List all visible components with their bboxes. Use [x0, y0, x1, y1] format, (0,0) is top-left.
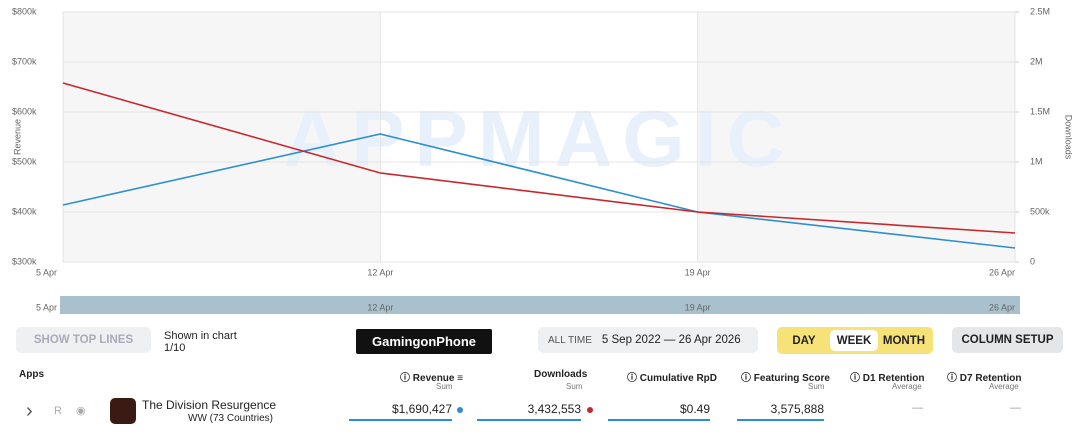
x-tick-label: 19 Apr — [685, 267, 711, 277]
y-tick-label: $400k — [12, 206, 37, 216]
y2-tick-label: 2.5M — [1030, 6, 1050, 16]
y2-tick-label: 1M — [1030, 156, 1043, 166]
navigator-label: 5 Apr — [36, 302, 57, 312]
col-header[interactable]: Downloads — [534, 369, 587, 380]
eye[interactable]: ◉ — [76, 405, 86, 417]
col-sub: Average — [989, 382, 1019, 391]
expand[interactable]: › — [26, 400, 33, 422]
granularity-button[interactable]: WEEK — [830, 330, 878, 351]
granularity-button[interactable]: MONTH — [882, 334, 926, 347]
col-sub: Average — [892, 382, 922, 391]
rpd: $0.49 — [608, 402, 710, 421]
granularity-button[interactable]: DAY — [792, 334, 816, 347]
band — [63, 12, 380, 262]
col-header[interactable]: ⓘ D7 Retention — [947, 373, 1022, 384]
show-top-lines[interactable]: SHOW TOP LINES — [16, 327, 151, 353]
navigator[interactable] — [60, 296, 1020, 314]
header: Downloads — [534, 369, 588, 380]
x-tick-label: 12 Apr — [367, 267, 393, 277]
logo: GamingonPhone — [356, 329, 492, 354]
revenue: $1,690,427 — [349, 402, 452, 421]
app-icon — [110, 398, 136, 424]
navigator-label: 19 Apr — [685, 302, 711, 312]
y2-axis-title: Downloads — [1064, 115, 1074, 160]
badge: R — [54, 405, 62, 417]
shown-in-chart: Shown in chart — [164, 330, 237, 342]
col-header[interactable]: ⓘ Revenue ≡ — [400, 373, 464, 384]
y2-tick-label: 2M — [1030, 56, 1043, 66]
line — [62, 133, 1016, 249]
period: ALL TIME — [548, 334, 592, 346]
navigator-label: 26 Apr — [989, 302, 1015, 312]
col-sub: Sum — [808, 382, 825, 391]
date-range: 5 Sep 2022 — 26 Apr 2026 — [601, 334, 741, 346]
y2-tick-label: 0 — [1030, 256, 1035, 266]
y-tick-label: $500k — [12, 156, 37, 166]
dot — [587, 407, 593, 413]
y-axis-title: Revenue — [12, 119, 22, 155]
x-tick-label: 26 Apr — [989, 267, 1015, 277]
y-tick-label: $300k — [12, 256, 37, 266]
y2-tick-label: 500k — [1030, 206, 1050, 216]
header: Cumulative RpD — [639, 373, 718, 384]
x-tick-label: 5 Apr — [36, 267, 57, 277]
col-header[interactable]: ⓘ Featuring Score — [741, 373, 830, 384]
date-picker[interactable]: ALL TIME 5 Sep 2022 — 26 Apr 2026 — [538, 327, 758, 353]
app-name[interactable]: The Division Resurgence — [142, 398, 277, 412]
d1: — — [912, 402, 923, 414]
chart: APPMAGIC Revenue Downloads $300k $400k $50… — [12, 6, 1074, 314]
navigator-label: 12 Apr — [367, 302, 393, 312]
y-tick-label: $700k — [12, 56, 37, 66]
header: D1 Retention — [862, 373, 925, 384]
header: D7 Retention — [959, 373, 1022, 384]
column-setup[interactable]: COLUMN SETUP — [952, 327, 1063, 353]
label: COLUMN SETUP — [961, 334, 1054, 346]
shown-count: 1/10 — [164, 342, 186, 354]
line — [62, 82, 1016, 234]
d7: — — [1010, 402, 1021, 414]
logo-text: GamingonPhone — [372, 334, 476, 349]
y2-tick-label: 1.5M — [1030, 106, 1050, 116]
granularity: DAY WEEK MONTH — [777, 327, 933, 354]
header: Revenue — [412, 373, 455, 384]
y-tick-label: $800k — [12, 6, 37, 16]
featuring: 3,575,888 — [737, 402, 824, 421]
col-sub: Sum — [566, 382, 583, 391]
label: SHOW TOP LINES — [33, 334, 134, 346]
band — [697, 12, 1015, 262]
downloads: 3,432,553 — [477, 402, 581, 421]
y-tick-label: $600k — [12, 106, 37, 116]
header: Featuring Score — [753, 373, 830, 384]
col-header[interactable]: ⓘ D1 Retention — [850, 373, 925, 384]
col-header[interactable]: ⓘ Cumulative RpD — [627, 373, 718, 384]
col-sub: Sum — [436, 382, 453, 391]
app-region: WW (73 Countries) — [188, 413, 274, 424]
apps-header: Apps — [19, 369, 44, 380]
dot — [457, 407, 463, 413]
watermark: APPMAGIC — [283, 94, 794, 183]
